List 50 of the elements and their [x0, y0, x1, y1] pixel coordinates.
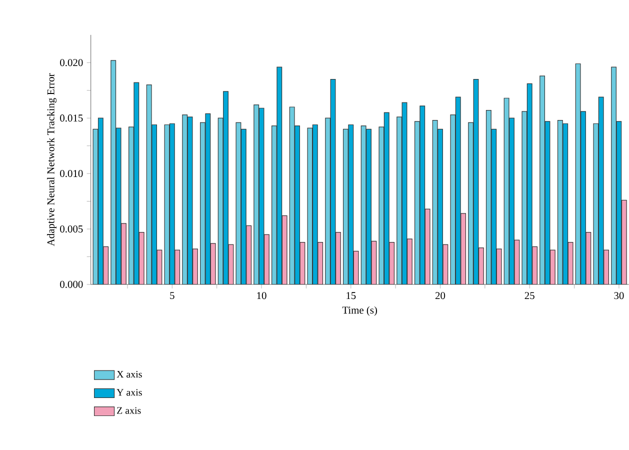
legend-label: Y axis	[116, 389, 142, 396]
x-tick-label: 25	[524, 292, 534, 300]
bar	[294, 126, 300, 284]
bar	[478, 248, 484, 284]
bar	[468, 122, 474, 284]
bar	[336, 232, 341, 284]
y-tick-label: 0.020	[60, 59, 83, 66]
bar	[509, 118, 514, 284]
bar	[540, 76, 545, 284]
bar	[558, 120, 563, 284]
bar	[532, 246, 538, 284]
bar	[192, 248, 198, 284]
bar	[200, 122, 206, 284]
y-tick-label: 0.005	[60, 225, 83, 232]
bar	[414, 121, 420, 284]
bar	[128, 126, 134, 284]
bar	[580, 111, 586, 284]
bar	[264, 234, 270, 284]
y-axis-title: Adaptive Neural Network Tracking Error	[47, 73, 56, 246]
x-tick-label: 5	[170, 292, 174, 299]
x-tick-label: 20	[435, 292, 446, 300]
bar	[438, 129, 443, 284]
legend-label: Z axis	[117, 407, 141, 414]
bar	[460, 213, 466, 284]
bar	[272, 126, 277, 284]
bar	[611, 66, 617, 284]
bar	[174, 250, 180, 284]
bar	[223, 91, 228, 284]
x-axis-title: Time (s)	[342, 306, 377, 316]
y-tick-label: 0.000	[60, 280, 83, 288]
x-tick-label: 30	[614, 292, 624, 300]
legend-label: X axis	[116, 370, 142, 378]
y-tick-label: 0.010	[60, 170, 83, 178]
bar	[604, 250, 609, 284]
bar	[486, 110, 492, 284]
y-tick-label: 0.015	[60, 114, 83, 122]
bar	[396, 116, 402, 284]
bar	[325, 118, 330, 284]
bar	[389, 242, 394, 284]
bar	[550, 250, 556, 284]
bar	[254, 104, 259, 284]
x-tick-label: 10	[257, 292, 266, 300]
bar	[366, 129, 372, 284]
bar	[246, 226, 252, 284]
bar	[407, 238, 412, 284]
bar	[343, 129, 348, 284]
bar	[121, 223, 126, 284]
bar	[318, 242, 323, 284]
x-tick-label: 15	[346, 292, 356, 300]
bar	[152, 124, 157, 284]
